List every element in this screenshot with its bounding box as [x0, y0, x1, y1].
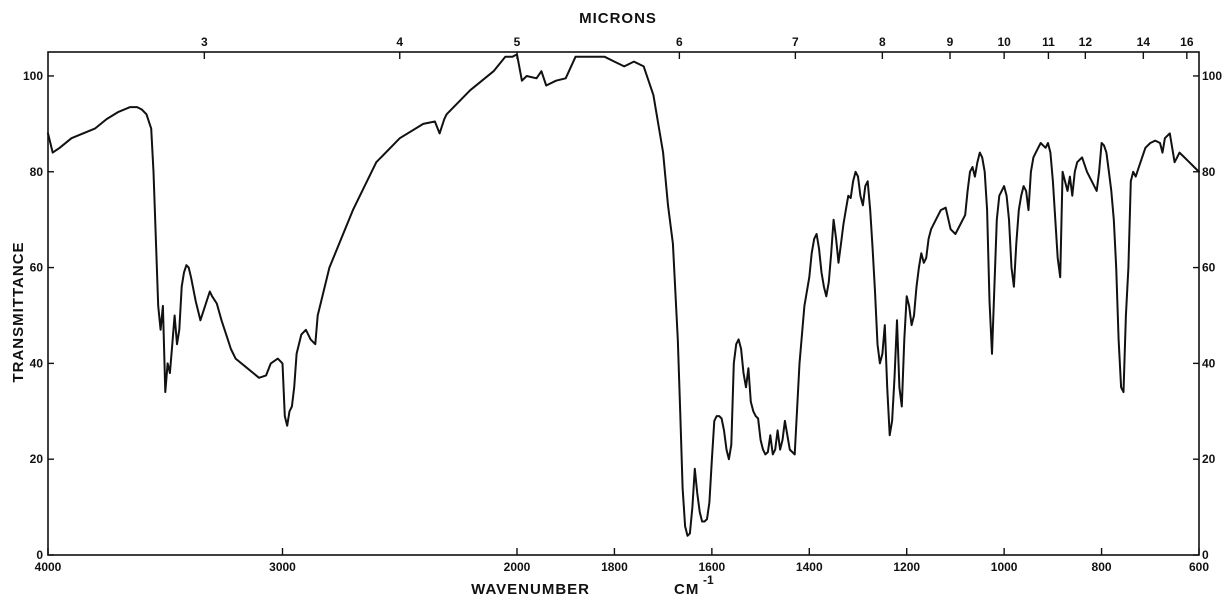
- x-tick-label: 1400: [796, 560, 823, 574]
- y-tick-label-right: 80: [1202, 165, 1216, 179]
- x-axis-unit-exponent: -1: [703, 573, 714, 587]
- x-tick-label: 1200: [893, 560, 920, 574]
- x-tick-label: 1600: [699, 560, 726, 574]
- top-tick-label: 9: [947, 35, 954, 49]
- y-tick-label-right: 40: [1202, 356, 1216, 370]
- y-tick-label-left: 100: [23, 69, 43, 83]
- microns-axis: 3 4 5 6 7 8 9 10 11 12 14 16: [201, 35, 1194, 59]
- x-axis-title-group: WAVENUMBER CM -1: [471, 573, 714, 598]
- top-tick-label: 14: [1137, 35, 1151, 49]
- y-axis-title: TRANSMITTANCE: [10, 241, 27, 382]
- transmittance-axis-right: 0 20 40 60 80 100: [1193, 69, 1222, 562]
- top-tick-label: 6: [676, 35, 683, 49]
- top-tick-label: 7: [792, 35, 799, 49]
- x-tick-label: 4000: [35, 560, 62, 574]
- x-tick-label: 2000: [504, 560, 531, 574]
- y-tick-label-right: 20: [1202, 452, 1216, 466]
- x-tick-label: 3000: [269, 560, 296, 574]
- top-tick-label: 11: [1042, 35, 1055, 49]
- top-tick-label: 12: [1079, 35, 1093, 49]
- y-tick-label-left: 0: [36, 548, 43, 562]
- x-axis-unit: CM: [674, 581, 699, 598]
- y-tick-label-left: 40: [30, 356, 44, 370]
- x-tick-label: 1000: [991, 560, 1018, 574]
- transmittance-axis-left: 0 20 40 60 80 100: [23, 69, 54, 562]
- spectrum-line: [47, 53, 1200, 537]
- y-tick-label-right: 0: [1202, 548, 1209, 562]
- top-tick-label: 16: [1180, 35, 1194, 49]
- top-tick-label: 4: [396, 35, 403, 49]
- spectrum-series: [47, 53, 1200, 537]
- y-tick-label-right: 100: [1202, 69, 1222, 83]
- x-tick-label: 800: [1092, 560, 1112, 574]
- plot-frame: [47, 51, 1200, 556]
- top-tick-label: 8: [879, 35, 886, 49]
- x-tick-label: 1800: [601, 560, 628, 574]
- plot-border: [47, 51, 1200, 556]
- y-tick-label-left: 20: [30, 452, 44, 466]
- y-tick-label-left: 80: [30, 165, 44, 179]
- y-tick-label-right: 60: [1202, 261, 1216, 275]
- x-axis-title: WAVENUMBER: [471, 581, 590, 598]
- top-tick-label: 10: [997, 35, 1011, 49]
- top-tick-label: 5: [514, 35, 521, 49]
- x-tick-label: 600: [1189, 560, 1209, 574]
- y-tick-label-left: 60: [30, 261, 44, 275]
- top-axis-title: MICRONS: [579, 10, 657, 27]
- wavenumber-axis: 4000 3000 2000 1800 1600 1400 1200 1000 800 600: [35, 548, 1209, 574]
- top-tick-label: 3: [201, 35, 208, 49]
